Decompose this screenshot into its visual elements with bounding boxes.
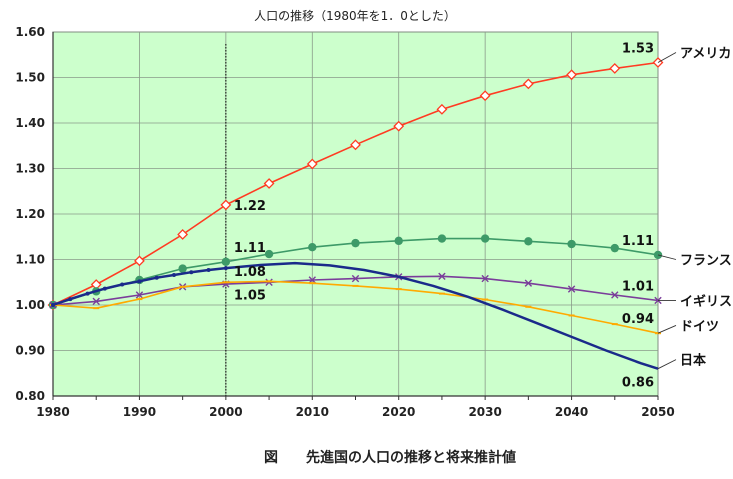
data-point [393,120,405,132]
figure-caption: 図 先進国の人口の推移と将来推計値 [264,449,516,466]
data-point [85,291,90,296]
series-name: 日本 [680,353,706,369]
y-tick-label: 1.40 [15,116,45,130]
data-point [480,234,490,243]
leader-line [657,325,677,334]
data-point [68,297,73,302]
data-point [220,199,232,211]
data-point [438,272,446,281]
data-point [436,103,448,115]
labels-layer: 1.53 1.22 1.11 1.08 1.05 1.11 1.01 0.94 0.86 [234,41,654,390]
x-tick-label: 2030 [468,405,501,419]
data-point [437,234,447,243]
data-point [172,272,176,277]
y-tick-label: 1.30 [15,162,45,176]
data-point [610,243,619,253]
data-point [350,139,361,151]
data-point [351,274,360,283]
data-point [524,237,533,246]
data-point [221,257,231,266]
data-label: 1.08 [234,265,266,280]
data-point [189,270,194,275]
data-point [611,291,619,299]
y-tick-label: 1.20 [15,207,45,221]
x-tick-label: 2050 [641,405,674,419]
data-point [308,276,316,284]
y-tick-label: 1.60 [15,25,45,39]
series-4: 日本 [51,261,706,370]
series-name: アメリカ [680,46,731,61]
x-tick-label: 2040 [555,405,588,419]
data-point [92,297,100,306]
data-point [135,291,144,299]
data-point [134,255,145,267]
data-label: 0.94 [622,312,654,327]
data-label: 0.86 [622,376,654,391]
data-point [394,236,403,246]
data-point [567,285,576,293]
data-point [524,279,533,287]
y-tick-label: 0.90 [15,344,45,358]
y-tick-label: 1.50 [15,71,45,85]
y-tick-label: 1.00 [15,298,45,312]
data-point [263,178,275,189]
axes: 0.80 0.90 1.00 1.10 1.20 1.30 1.40 1.50 1.60 1980… [15,25,674,419]
leader-line [657,254,677,260]
series-line [52,261,659,370]
data-label: 1.11 [234,241,266,256]
y-tick-label: 1.10 [15,253,45,267]
leader-line [657,52,677,63]
series-name: イギリス [680,293,732,309]
data-label: 1.01 [622,279,654,294]
data-point [137,279,142,284]
data-point [308,243,317,252]
x-tick-label: 1980 [36,405,69,419]
data-point [264,249,274,259]
data-point [351,238,360,248]
series-name: ドイツ [680,319,719,334]
data-label: 1.22 [234,199,266,214]
series-3: ドイツ [50,280,719,334]
data-label: 1.05 [234,288,266,303]
data-point [51,303,55,307]
data-point [306,158,318,170]
data-point [566,69,577,81]
data-point [177,229,189,240]
series-1: フランス [48,234,732,310]
data-point [481,274,489,283]
data-point [102,286,107,291]
data-label: 1.53 [622,41,654,56]
y-tick-label: 0.80 [15,389,45,403]
data-point [609,62,621,74]
data-point [522,78,534,90]
data-point [178,264,187,273]
chart-title: 人口の推移（1980年を1．0とした） [254,9,456,23]
x-tick-label: 2010 [296,405,329,419]
x-tick-label: 2020 [382,405,415,419]
data-point [154,275,159,280]
leader-line [657,359,677,370]
data-point [479,90,491,102]
series-0: アメリカ [47,46,731,311]
series-name: フランス [680,254,732,269]
x-tick-label: 2000 [209,405,242,419]
data-point [206,267,211,272]
data-point [223,266,228,271]
data-point [120,282,125,287]
data-point [567,239,576,249]
x-tick-label: 1990 [123,405,156,419]
data-label: 1.11 [622,234,654,249]
